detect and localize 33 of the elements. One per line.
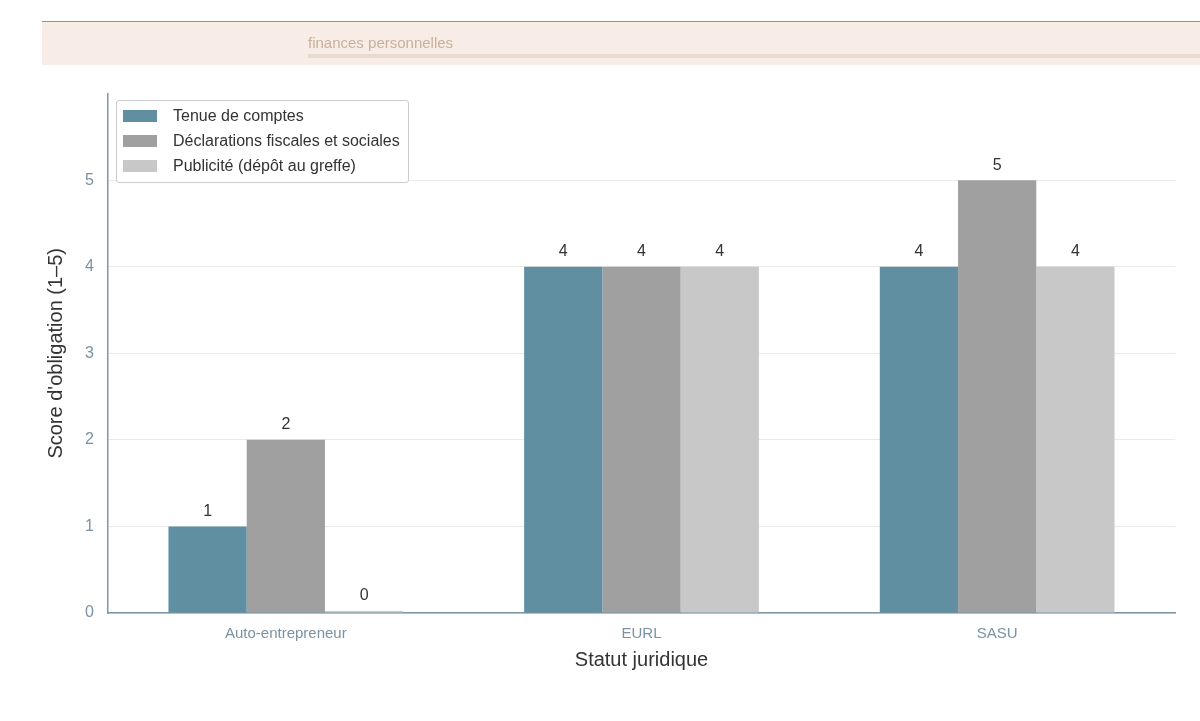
legend-label: Publicité (dépôt au greffe)	[173, 157, 356, 176]
bar	[524, 266, 603, 613]
y-tick-label: 0	[85, 603, 95, 621]
y-tick-label: 2	[85, 430, 95, 448]
y-tick-label: 4	[85, 257, 95, 275]
data-label: 4	[1070, 242, 1080, 260]
bar	[879, 266, 959, 613]
y-axis-title: Score d'obligation (1–5)	[43, 247, 66, 459]
bar	[168, 526, 247, 613]
chart-subtitle: finances personnelles	[308, 34, 454, 51]
data-label: 4	[715, 242, 725, 260]
data-label: 4	[914, 242, 924, 260]
legend-label: Déclarations fiscales et sociales	[173, 132, 400, 151]
bar	[602, 266, 681, 613]
header-banner: finances personnelles	[42, 21, 1200, 65]
y-tick-label: 3	[85, 343, 95, 361]
x-tick-label: Auto-entrepreneur	[224, 624, 347, 642]
data-label: 4	[558, 242, 568, 260]
bar	[958, 180, 1037, 613]
x-axis-title: Statut juridique	[574, 647, 709, 670]
data-label: 1	[203, 501, 213, 519]
bar	[680, 266, 759, 613]
y-tick-label: 1	[85, 516, 95, 534]
data-label: 0	[359, 586, 369, 604]
x-tick-label: EURL	[621, 624, 662, 642]
bar	[246, 439, 325, 613]
legend-label: Tenue de comptes	[173, 107, 304, 126]
x-tick-label: SASU	[976, 624, 1018, 642]
data-label: 2	[281, 415, 291, 433]
data-label: 5	[992, 155, 1002, 173]
y-tick-label: 5	[85, 170, 95, 188]
bar	[1036, 266, 1115, 613]
data-label: 4	[637, 242, 647, 260]
